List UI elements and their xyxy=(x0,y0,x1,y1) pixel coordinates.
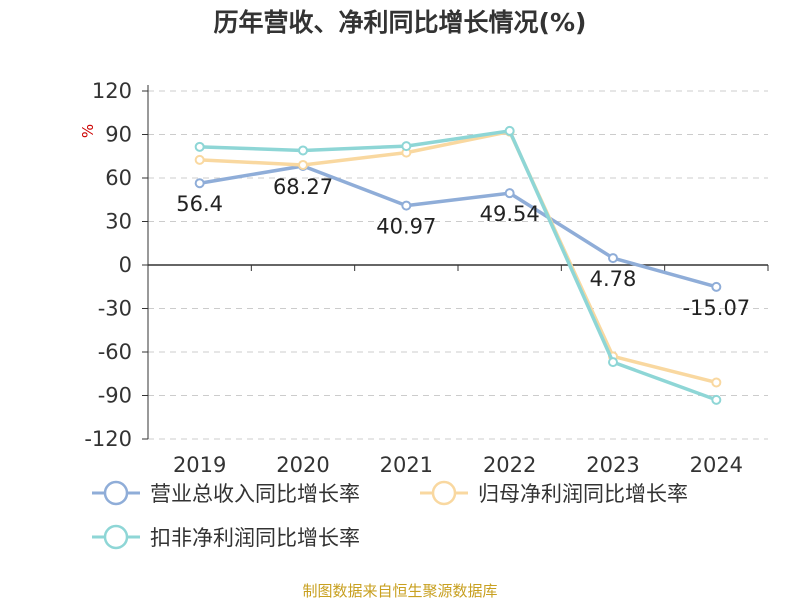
legend-item[interactable]: 营业总收入同比增长率 xyxy=(92,480,360,506)
series-line xyxy=(199,164,717,289)
data-point xyxy=(194,154,205,165)
chart-title: 历年营收、净利同比增长情况(%) xyxy=(214,8,587,37)
y-tick-label: -90 xyxy=(98,384,132,408)
data-point xyxy=(711,394,722,405)
data-point xyxy=(608,357,618,368)
x-tick-label: 2023 xyxy=(586,453,639,477)
data-label: 40.97 xyxy=(376,215,436,239)
x-tick-label: 2021 xyxy=(380,453,433,477)
legend-label: 归母净利润同比增长率 xyxy=(478,482,688,506)
data-labels: 56.4 68.27 40.97 49.54 4.78 -15.07 xyxy=(176,175,750,320)
legend-marker-icon xyxy=(103,524,129,550)
y-tick-label: -120 xyxy=(84,427,132,451)
data-point xyxy=(401,141,412,152)
series-line xyxy=(199,129,717,385)
y-tick-label: 60 xyxy=(105,166,132,190)
data-point xyxy=(194,141,205,152)
y-axis-unit-label: % xyxy=(79,124,97,138)
data-point xyxy=(711,281,722,292)
legend-marker-icon xyxy=(103,480,129,506)
data-label: 4.78 xyxy=(590,267,637,291)
series-line xyxy=(199,129,717,402)
data-point xyxy=(194,178,205,189)
data-label: -15.07 xyxy=(682,296,750,320)
x-tick-label: 2020 xyxy=(276,453,329,477)
series-layer xyxy=(194,125,722,405)
x-tick-label: 2024 xyxy=(690,453,743,477)
data-point xyxy=(298,159,308,170)
x-tick-label: 2019 xyxy=(173,453,226,477)
y-tick-label: 90 xyxy=(105,123,132,147)
y-tick-label: -60 xyxy=(98,340,132,364)
y-tick-label: 120 xyxy=(92,79,132,103)
data-label: 49.54 xyxy=(480,202,540,226)
data-point xyxy=(608,253,618,264)
data-point xyxy=(298,145,308,156)
legend-marker-icon xyxy=(431,480,457,506)
data-point xyxy=(401,200,412,211)
data-source-footer: 制图数据来自恒生聚源数据库 xyxy=(302,582,497,600)
x-tick-label: 2022 xyxy=(483,453,536,477)
y-tick-label: 0 xyxy=(119,253,132,277)
axes: 120 90 60 30 0 -30 -60 -90 -120 2019 2020 2021 2022 2… xyxy=(84,79,769,477)
grid-lines xyxy=(148,90,768,440)
data-point xyxy=(711,377,722,388)
legend-item[interactable]: 扣非净利润同比增长率 xyxy=(92,524,360,550)
legend-label: 扣非净利润同比增长率 xyxy=(150,526,360,550)
data-point xyxy=(504,188,515,199)
y-tick-label: -30 xyxy=(98,297,132,321)
data-label: 56.4 xyxy=(176,192,223,216)
legend-label: 营业总收入同比增长率 xyxy=(150,482,360,506)
y-tick-label: 30 xyxy=(105,210,132,234)
data-point xyxy=(504,125,515,136)
legend-item[interactable]: 归母净利润同比增长率 xyxy=(420,480,688,506)
data-label: 68.27 xyxy=(273,175,333,199)
